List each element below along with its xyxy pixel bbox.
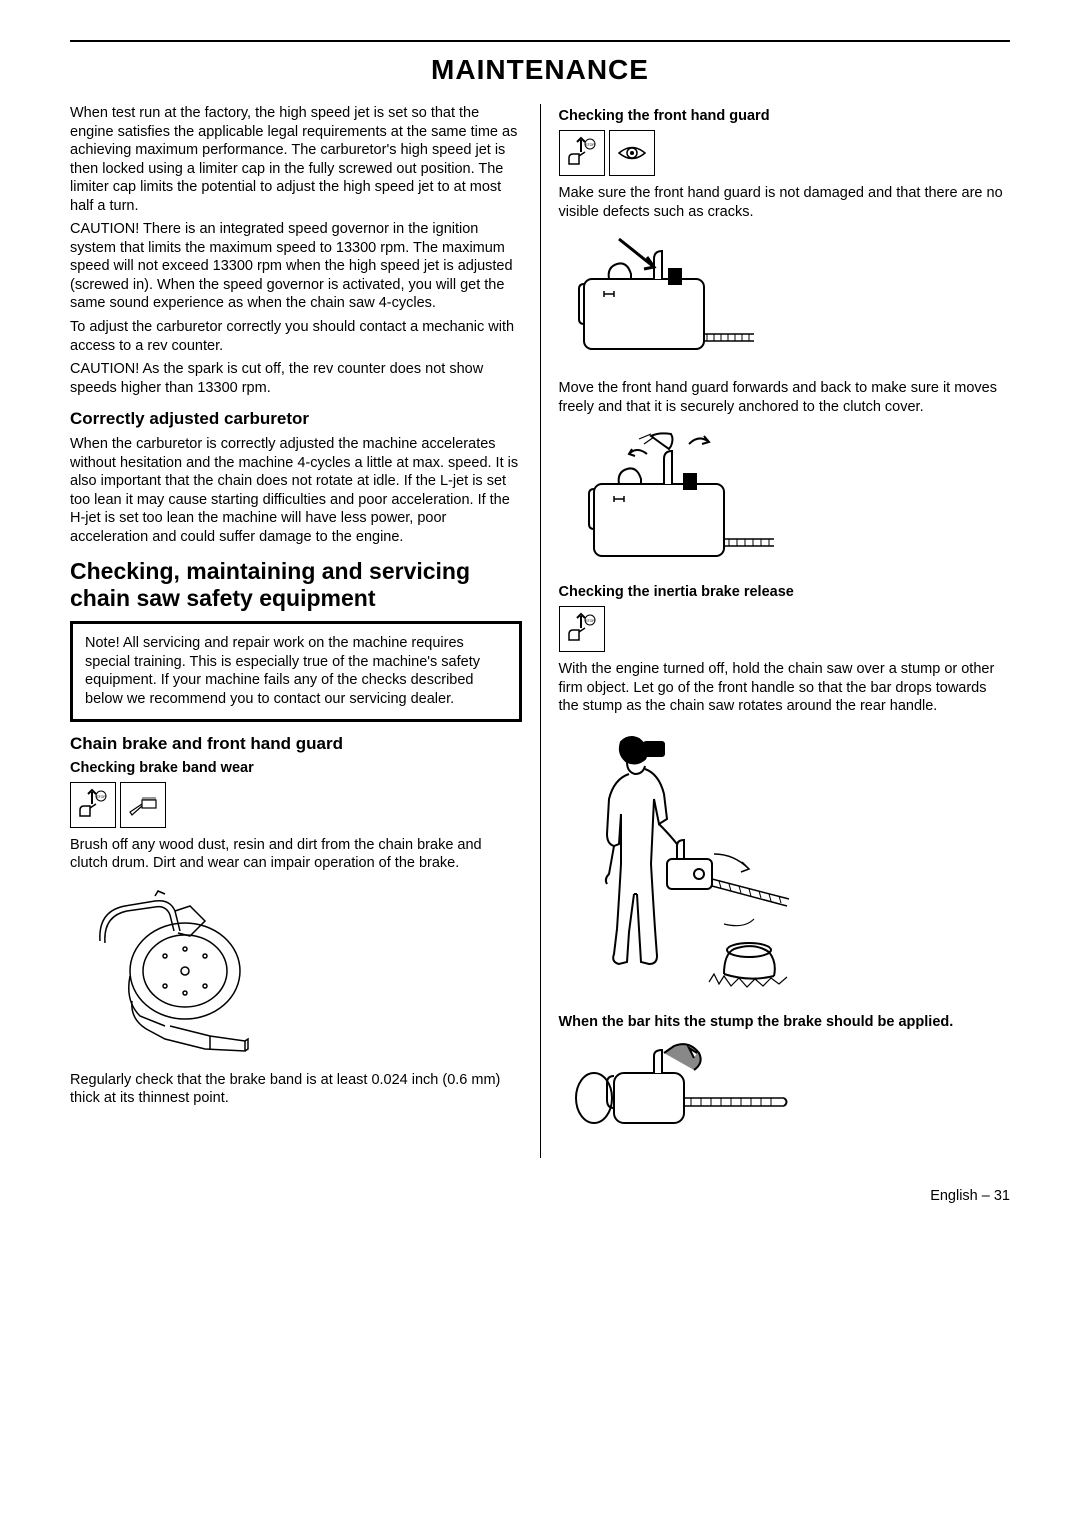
subsubheading-brake-wear: Checking brake band wear xyxy=(70,760,522,776)
eye-icon xyxy=(609,130,655,176)
right-column: Checking the front hand guard STOP xyxy=(541,104,1011,1158)
body-text: When the carburetor is correctly adjuste… xyxy=(70,435,522,546)
svg-text:STOP: STOP xyxy=(585,143,595,147)
inertia-test-illustration xyxy=(559,724,809,1004)
page-title: MAINTENANCE xyxy=(70,54,1010,86)
subsubheading-brake-applied: When the bar hits the stump the brake sh… xyxy=(559,1014,1011,1030)
body-text: CAUTION! There is an integrated speed go… xyxy=(70,220,522,313)
body-text: Regularly check that the brake band is a… xyxy=(70,1071,522,1108)
brush-icon xyxy=(120,782,166,828)
icon-row: STOP xyxy=(70,782,522,828)
stop-switch-icon: STOP xyxy=(70,782,116,828)
subsubheading-front-guard: Checking the front hand guard xyxy=(559,108,1011,124)
subheading-chain-brake: Chain brake and front hand guard xyxy=(70,734,522,754)
brake-applied-illustration xyxy=(559,1038,799,1148)
note-text: Note! All servicing and repair work on t… xyxy=(85,634,507,708)
svg-text:STOP: STOP xyxy=(96,795,106,799)
page-footer: English – 31 xyxy=(70,1188,1010,1204)
brake-band-illustration xyxy=(70,881,300,1061)
subheading-carburetor: Correctly adjusted carburetor xyxy=(70,409,522,429)
body-text: CAUTION! As the spark is cut off, the re… xyxy=(70,360,522,397)
stop-switch-icon: STOP xyxy=(559,606,605,652)
subsubheading-inertia-brake: Checking the inertia brake release xyxy=(559,584,1011,600)
body-text: With the engine turned off, hold the cha… xyxy=(559,660,1011,716)
left-column: When test run at the factory, the high s… xyxy=(70,104,541,1158)
stop-switch-icon: STOP xyxy=(559,130,605,176)
body-text: Move the front hand guard forwards and b… xyxy=(559,379,1011,416)
hand-guard-check-illustration xyxy=(559,229,769,369)
hand-guard-move-illustration xyxy=(559,424,789,574)
icon-row: STOP xyxy=(559,130,1011,176)
page-header: MAINTENANCE xyxy=(70,40,1010,86)
svg-text:STOP: STOP xyxy=(585,619,595,623)
body-text: Make sure the front hand guard is not da… xyxy=(559,184,1011,221)
heading-safety-equipment: Checking, maintaining and servicing chai… xyxy=(70,558,522,611)
body-text: Brush off any wood dust, resin and dirt … xyxy=(70,836,522,873)
two-column-layout: When test run at the factory, the high s… xyxy=(70,104,1010,1158)
body-text: To adjust the carburetor correctly you s… xyxy=(70,318,522,355)
note-box: Note! All servicing and repair work on t… xyxy=(70,621,522,721)
icon-row: STOP xyxy=(559,606,1011,652)
body-text: When test run at the factory, the high s… xyxy=(70,104,522,215)
